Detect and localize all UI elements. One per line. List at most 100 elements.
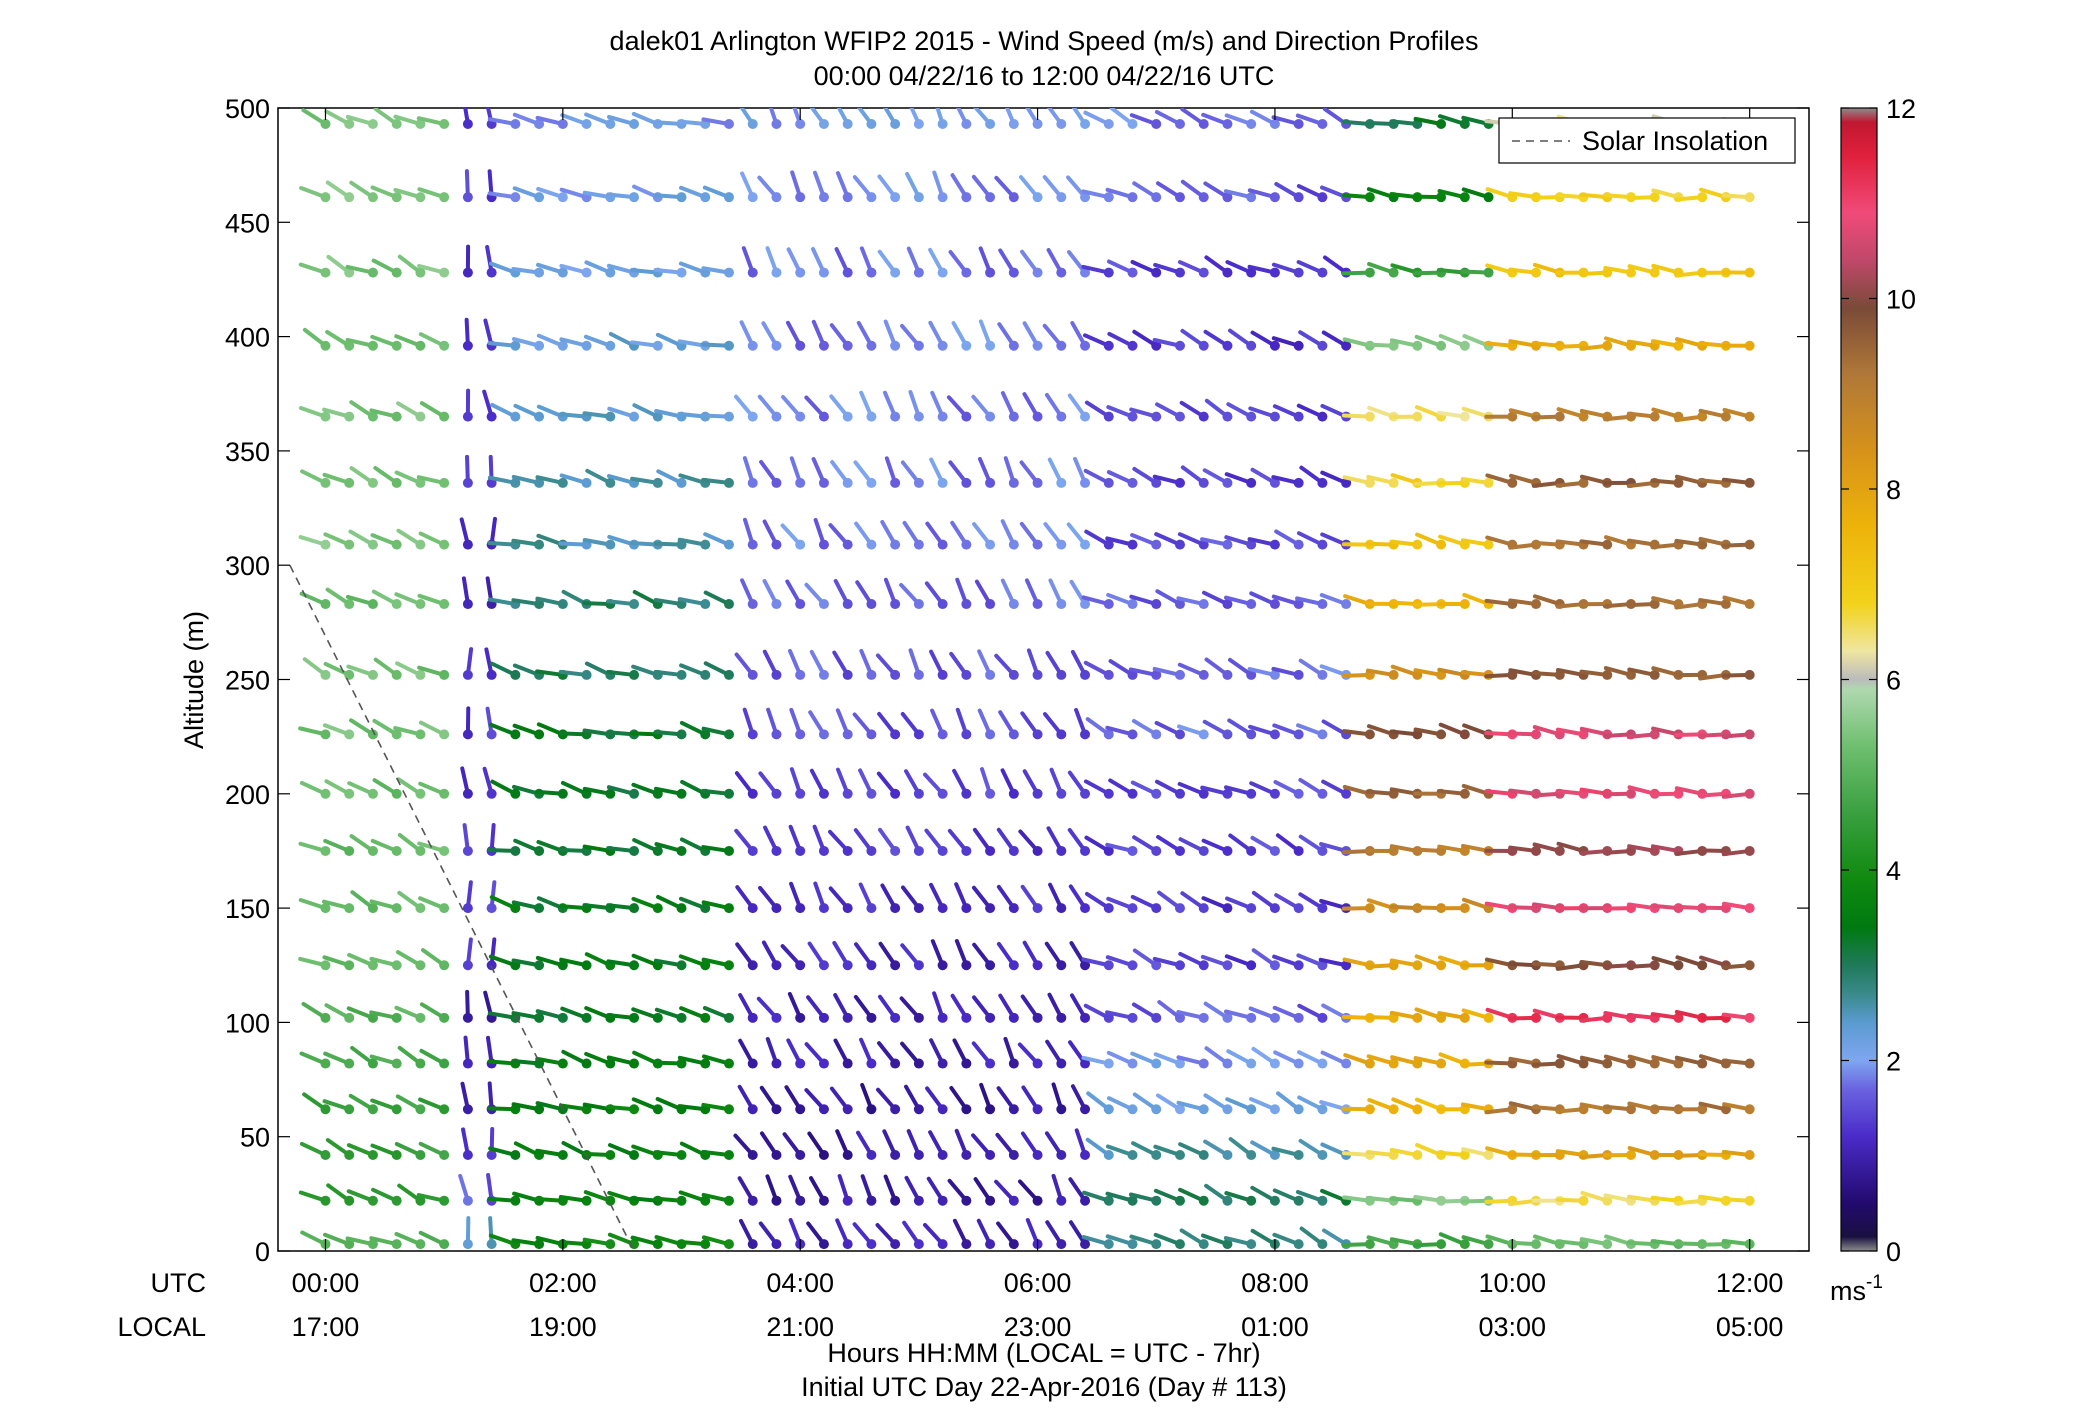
wind-barb-point: [937, 960, 948, 971]
wind-barb-point: [1080, 340, 1091, 351]
wind-barb-point: [937, 119, 948, 130]
colorbar-unit: ms-1: [1830, 1272, 1883, 1306]
wind-barb-point: [795, 1149, 806, 1160]
wind-barb-point: [1103, 1104, 1114, 1115]
wind-barb-point: [842, 1149, 853, 1160]
wind-barb-point: [320, 845, 331, 856]
wind-barb-point: [723, 267, 734, 278]
wind-barb-point: [1388, 669, 1399, 680]
wind-barb-point: [629, 1149, 640, 1160]
wind-barb-point: [1459, 340, 1470, 351]
wind-barb-point: [534, 1239, 545, 1250]
wind-barb-point: [1032, 411, 1043, 422]
wind-barb-point: [344, 599, 355, 610]
wind-barb-point: [534, 539, 545, 550]
wind-barb-point: [1198, 1104, 1209, 1115]
wind-barb-point: [771, 267, 782, 278]
wind-barb-point: [1222, 477, 1233, 488]
wind-barb-point: [1246, 411, 1257, 422]
wind-barb-point: [344, 477, 355, 488]
wind-barb-point: [652, 340, 663, 351]
wind-barb-point: [415, 411, 426, 422]
wind-barb-point: [1341, 960, 1352, 971]
wind-barb-point: [415, 539, 426, 550]
wind-barb-point: [629, 411, 640, 422]
wind-barb-point: [391, 729, 402, 740]
wind-barb-point: [1744, 1012, 1755, 1023]
wind-barb-point: [439, 1012, 450, 1023]
wind-barb-point: [391, 1239, 402, 1250]
wind-barb-point: [320, 960, 331, 971]
wind-barb-point: [890, 1195, 901, 1206]
wind-barb-point: [961, 669, 972, 680]
wind-barb-point: [1008, 729, 1019, 740]
wind-barb-point: [367, 599, 378, 610]
wind-barb-point: [937, 411, 948, 422]
wind-barb-point: [629, 119, 640, 130]
wind-barb-point: [439, 267, 450, 278]
wind-barb-point: [367, 729, 378, 740]
wind-barb-point: [320, 411, 331, 422]
wind-barb-point: [842, 192, 853, 203]
solar-insolation-line: [289, 564, 635, 1252]
wind-barb-point: [842, 477, 853, 488]
wind-barb-point: [1222, 1104, 1233, 1115]
wind-barb-point: [937, 1012, 948, 1023]
wind-barb-point: [1246, 340, 1257, 351]
wind-barb-point: [1531, 1012, 1542, 1023]
wind-barb-point: [1364, 1104, 1375, 1115]
wind-barb-point: [1293, 267, 1304, 278]
wind-barb-point: [1649, 729, 1660, 740]
wind-barb-point: [747, 960, 758, 971]
wind-barb-point: [1554, 1058, 1565, 1069]
wind-barb-point: [1246, 539, 1257, 550]
wind-barb-point: [1246, 1104, 1257, 1115]
wind-barb-point: [486, 903, 497, 914]
wind-barb-point: [1246, 599, 1257, 610]
wind-barb-point: [747, 903, 758, 914]
wind-barb-point: [1056, 119, 1067, 130]
wind-barb-point: [439, 477, 450, 488]
wind-barb-point: [961, 960, 972, 971]
wind-barb-point: [961, 845, 972, 856]
wind-barb-point: [1103, 119, 1114, 130]
wind-barb-point: [866, 599, 877, 610]
wind-barb-point: [1744, 960, 1755, 971]
wind-barb-point: [1697, 192, 1708, 203]
wind-barb-point: [486, 729, 497, 740]
wind-barb-point: [961, 1058, 972, 1069]
wind-barb-point: [367, 845, 378, 856]
wind-barb-point: [1103, 411, 1114, 422]
wind-barb-point: [676, 729, 687, 740]
wind-barb-point: [510, 1149, 521, 1160]
wind-barb-point: [1056, 729, 1067, 740]
wind-barb-point: [866, 477, 877, 488]
wind-barb-point: [605, 788, 616, 799]
wind-barb-point: [1317, 192, 1328, 203]
wind-barb-point: [913, 1012, 924, 1023]
wind-barb-point: [1008, 192, 1019, 203]
wind-barb-point: [391, 788, 402, 799]
wind-barb-point: [866, 1239, 877, 1250]
wind-barb-point: [1388, 1104, 1399, 1115]
wind-barb-point: [1459, 599, 1470, 610]
wind-barb-point: [1293, 960, 1304, 971]
wind-barb-point: [1744, 903, 1755, 914]
x-tick-label-utc: 00:00: [292, 1268, 360, 1298]
wind-barb-point: [320, 1012, 331, 1023]
wind-barb-point: [1127, 1149, 1138, 1160]
wind-barb-point: [842, 729, 853, 740]
wind-barb-point: [1317, 1149, 1328, 1160]
wind-barb-point: [391, 340, 402, 351]
wind-barb-point: [605, 1058, 616, 1069]
wind-barb-point: [842, 1195, 853, 1206]
wind-barb-point: [605, 267, 616, 278]
wind-barb-point: [913, 669, 924, 680]
wind-barb-point: [1080, 1239, 1091, 1250]
wind-barb-point: [771, 669, 782, 680]
wind-barb-point: [1222, 729, 1233, 740]
wind-barb-point: [913, 1058, 924, 1069]
wind-barb-point: [1080, 1058, 1091, 1069]
wind-barb-point: [391, 1195, 402, 1206]
wind-barb-point: [1056, 845, 1067, 856]
